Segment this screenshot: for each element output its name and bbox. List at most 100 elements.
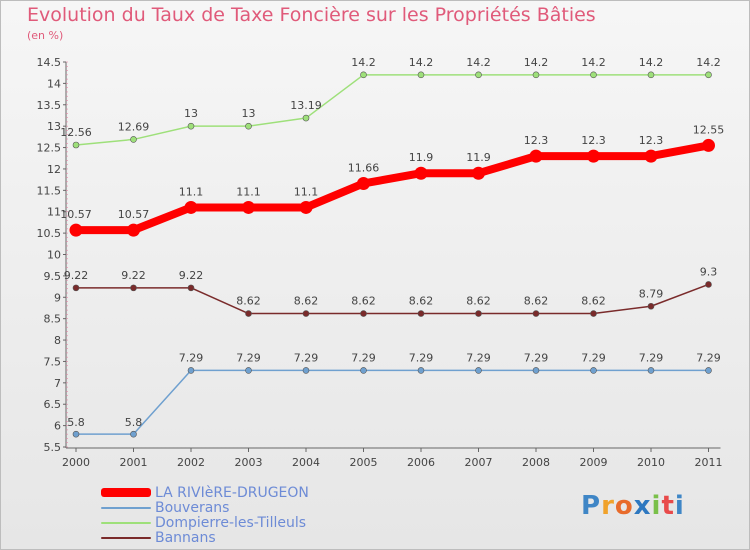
- data-point: [647, 367, 655, 374]
- data-point: [302, 310, 310, 317]
- data-point: [187, 367, 195, 374]
- data-point: [357, 176, 370, 190]
- data-point: [475, 310, 482, 317]
- data-label: 12.55: [693, 123, 725, 136]
- data-label: 12.3: [524, 134, 549, 147]
- x-tick-label: 2005: [350, 456, 378, 469]
- data-label: 8.79: [639, 287, 664, 300]
- data-point: [647, 71, 655, 79]
- data-label: 8.62: [294, 295, 319, 308]
- x-tick-label: 2008: [522, 456, 550, 469]
- legend-label: Dompierre-les-Tilleuls: [155, 514, 307, 531]
- x-tick-label: 2010: [637, 456, 665, 469]
- data-label: 7.29: [351, 351, 376, 364]
- legend-swatch: [101, 536, 151, 539]
- unit-label: (en %): [27, 29, 64, 42]
- data-point: [417, 71, 425, 79]
- data-point: [475, 71, 482, 79]
- y-tick-label: 6.5: [44, 398, 62, 411]
- y-tick-label: 14.5: [37, 56, 62, 69]
- logo-letter: i: [651, 491, 662, 521]
- data-point: [130, 284, 137, 292]
- series-line-3: [75, 283, 710, 315]
- data-label: 7.29: [294, 351, 319, 364]
- x-tick-label: 2004: [292, 456, 320, 469]
- data-point: [130, 430, 137, 438]
- data-point: [414, 166, 428, 180]
- y-tick-label: 7: [54, 377, 61, 390]
- data-label: 11.9: [466, 151, 491, 164]
- y-tick-label: 9.5: [44, 270, 62, 283]
- legend-swatch: [101, 521, 151, 524]
- data-label: 8.62: [236, 295, 261, 308]
- x-tick-label: 2002: [177, 456, 205, 469]
- data-label: 8.62: [409, 295, 434, 308]
- legend-label: LA RIVIèRE-DRUGEON: [155, 484, 309, 501]
- data-label: 14.2: [466, 56, 491, 69]
- y-tick-label: 14: [47, 77, 61, 90]
- data-point: [475, 367, 482, 374]
- x-tick-label: 2007: [465, 456, 493, 469]
- legend-label: Bannans: [155, 529, 216, 546]
- series-line-1: [75, 369, 710, 435]
- y-tick-label: 8.5: [44, 313, 62, 326]
- logo-letter: P: [581, 491, 602, 521]
- data-point: [187, 284, 195, 292]
- legend-item: LA RIVIèRE-DRUGEON: [101, 484, 309, 501]
- data-label: 7.29: [696, 351, 721, 364]
- legend-swatch: [101, 506, 151, 509]
- data-label: 12.3: [581, 134, 606, 147]
- data-label: 14.2: [524, 56, 549, 69]
- data-point: [72, 141, 80, 149]
- data-point: [245, 310, 252, 317]
- data-label: 7.29: [466, 351, 491, 364]
- data-point: [245, 122, 252, 130]
- data-label: 7.29: [236, 351, 261, 364]
- series-line-2: [75, 74, 710, 146]
- data-point: [705, 281, 712, 288]
- x-tick-label: 2009: [580, 456, 608, 469]
- data-label: 8.62: [351, 295, 376, 308]
- data-label: 5.8: [125, 416, 143, 429]
- legend-item: Dompierre-les-Tilleuls: [101, 514, 309, 531]
- data-label: 14.2: [351, 56, 376, 69]
- y-tick-label: 13: [47, 120, 61, 133]
- data-label: 7.29: [524, 351, 549, 364]
- data-label: 14.2: [696, 56, 721, 69]
- data-point: [702, 138, 715, 152]
- data-label: 12.3: [639, 134, 664, 147]
- y-tick-label: 8: [54, 334, 61, 347]
- y-tick-label: 6: [54, 420, 61, 433]
- line-chart: 5.566.577.588.599.51010.51111.51212.5131…: [37, 56, 725, 469]
- data-label: 8.62: [581, 295, 606, 308]
- data-label: 11.9: [409, 151, 434, 164]
- legend-label: Bouverans: [155, 499, 230, 516]
- logo-letter: i: [674, 491, 685, 521]
- data-point: [72, 430, 80, 438]
- data-label: 11.1: [179, 185, 204, 198]
- data-label: 14.2: [639, 56, 664, 69]
- data-label: 8.62: [524, 295, 549, 308]
- data-point: [532, 367, 540, 374]
- data-point: [69, 223, 83, 237]
- data-point: [705, 367, 712, 374]
- data-point: [245, 367, 252, 374]
- data-label: 10.57: [118, 208, 150, 221]
- y-tick-label: 12.5: [37, 142, 62, 155]
- data-point: [360, 71, 367, 79]
- y-tick-label: 5.5: [44, 441, 62, 454]
- logo-letter: x: [633, 491, 652, 521]
- y-tick-label: 10: [47, 249, 61, 262]
- data-point: [187, 122, 195, 130]
- data-label: 12.56: [60, 126, 92, 139]
- data-label: 7.29: [581, 351, 606, 364]
- data-point: [302, 367, 310, 374]
- data-point: [472, 166, 485, 180]
- data-point: [184, 200, 198, 214]
- data-point: [590, 310, 597, 317]
- y-tick-label: 11: [47, 206, 61, 219]
- y-tick-label: 10.5: [37, 227, 62, 240]
- data-label: 9.22: [121, 269, 146, 282]
- data-point: [644, 149, 658, 163]
